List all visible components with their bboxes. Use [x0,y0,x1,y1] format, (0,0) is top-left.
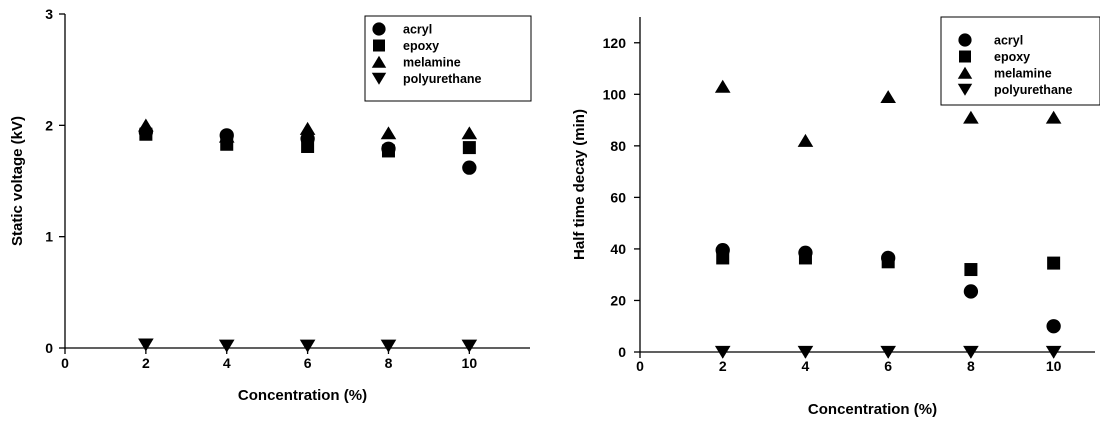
data-point-polyurethane [963,345,979,359]
data-point-acryl [715,243,730,258]
chart-panel-1: 0 2 4 6 8 10 0 1 2 3 Concentration (%) Static volta… [9,6,532,404]
x-tick-label: 0 [61,355,69,371]
x-tick-label: 10 [1046,358,1062,374]
legend-label-melamine: melamine [403,56,461,70]
y-tick-label: 40 [610,241,626,257]
legend-marker-epoxy [959,50,971,63]
data-point-acryl [219,128,234,143]
x-tick-label: 10 [462,355,478,371]
y-axis-label: Static voltage (kV) [9,116,26,246]
y-tick-label: 20 [610,292,626,308]
y-tick-label: 120 [603,35,627,51]
data-point-melamine [299,121,316,135]
legend-label-epoxy: epoxy [994,50,1030,64]
y-tick-label: 80 [610,138,626,154]
legend-marker-acryl [372,22,386,36]
legend-label-polyurethane: polyurethane [994,83,1073,97]
x-tick-label: 6 [304,355,312,371]
legend-label-polyurethane: polyurethane [403,72,482,86]
y-tick-label: 60 [610,189,626,205]
legend-box [364,15,532,102]
data-point-polyurethane [218,339,235,353]
data-point-melamine [880,90,896,104]
legend-marker-acryl [958,33,972,47]
legend-marker-epoxy [373,39,385,52]
legend-marker-polyurethane [371,72,387,85]
x-tick-label: 2 [142,355,150,371]
data-point-epoxy [964,263,978,277]
x-tick-label: 6 [884,358,892,374]
x-tick-label: 4 [802,358,810,374]
data-point-melamine [963,110,979,124]
data-point-polyurethane [880,345,896,359]
y-tick-label: 2 [45,117,53,133]
data-point-acryl [300,131,315,146]
legend-marker-melamine [371,55,387,68]
x-tick-label: 2 [719,358,727,374]
x-tick-label: 8 [967,358,975,374]
x-axis-label: Concentration (%) [808,401,937,418]
data-point-polyurethane [714,345,731,359]
y-tick-label: 0 [618,344,626,360]
legend: acryl epoxy melamine polyurethane [364,15,532,102]
data-point-melamine [461,126,478,140]
data-point-polyurethane [1045,345,1062,359]
data-point-polyurethane [797,345,814,359]
y-axis-label: Half time decay (min) [571,109,588,260]
x-tick-label: 8 [385,355,393,371]
x-tick-label: 4 [223,355,231,371]
legend-marker-melamine [957,66,973,79]
data-point-acryl [138,124,154,140]
legend-label-melamine: melamine [994,67,1052,81]
series-acryl [715,243,1061,334]
data-point-epoxy [1047,256,1061,270]
data-point-melamine [714,79,731,93]
series-acryl [138,124,477,175]
y-tick-label: 3 [45,6,53,22]
legend-label-acryl: acryl [403,23,432,37]
data-point-acryl [462,160,477,175]
y-tick-label: 0 [45,340,53,356]
data-point-polyurethane [380,339,397,353]
data-point-epoxy [462,141,476,155]
data-point-polyurethane [299,339,316,353]
legend-marker-polyurethane [957,83,973,96]
data-point-melamine [797,133,814,147]
y-tick-label: 100 [603,86,627,102]
y-tick-label: 1 [45,229,53,245]
data-point-polyurethane [138,338,154,352]
legend: acryl epoxy melamine polyurethane [940,16,1100,106]
x-axis-label: Concentration (%) [238,387,367,404]
x-tick-label: 0 [636,358,644,374]
series-polyurethane [714,345,1062,359]
data-point-acryl [381,141,396,156]
data-point-polyurethane [461,339,478,353]
series-polyurethane [138,338,478,353]
data-point-acryl [798,245,813,260]
data-point-acryl [881,250,896,266]
data-point-melamine [380,126,397,140]
series-melamine [714,79,1062,147]
data-point-acryl [963,284,979,299]
legend-label-epoxy: epoxy [403,39,439,53]
legend-label-acryl: acryl [994,34,1023,48]
data-point-acryl [1046,319,1061,334]
data-point-melamine [1045,110,1062,124]
